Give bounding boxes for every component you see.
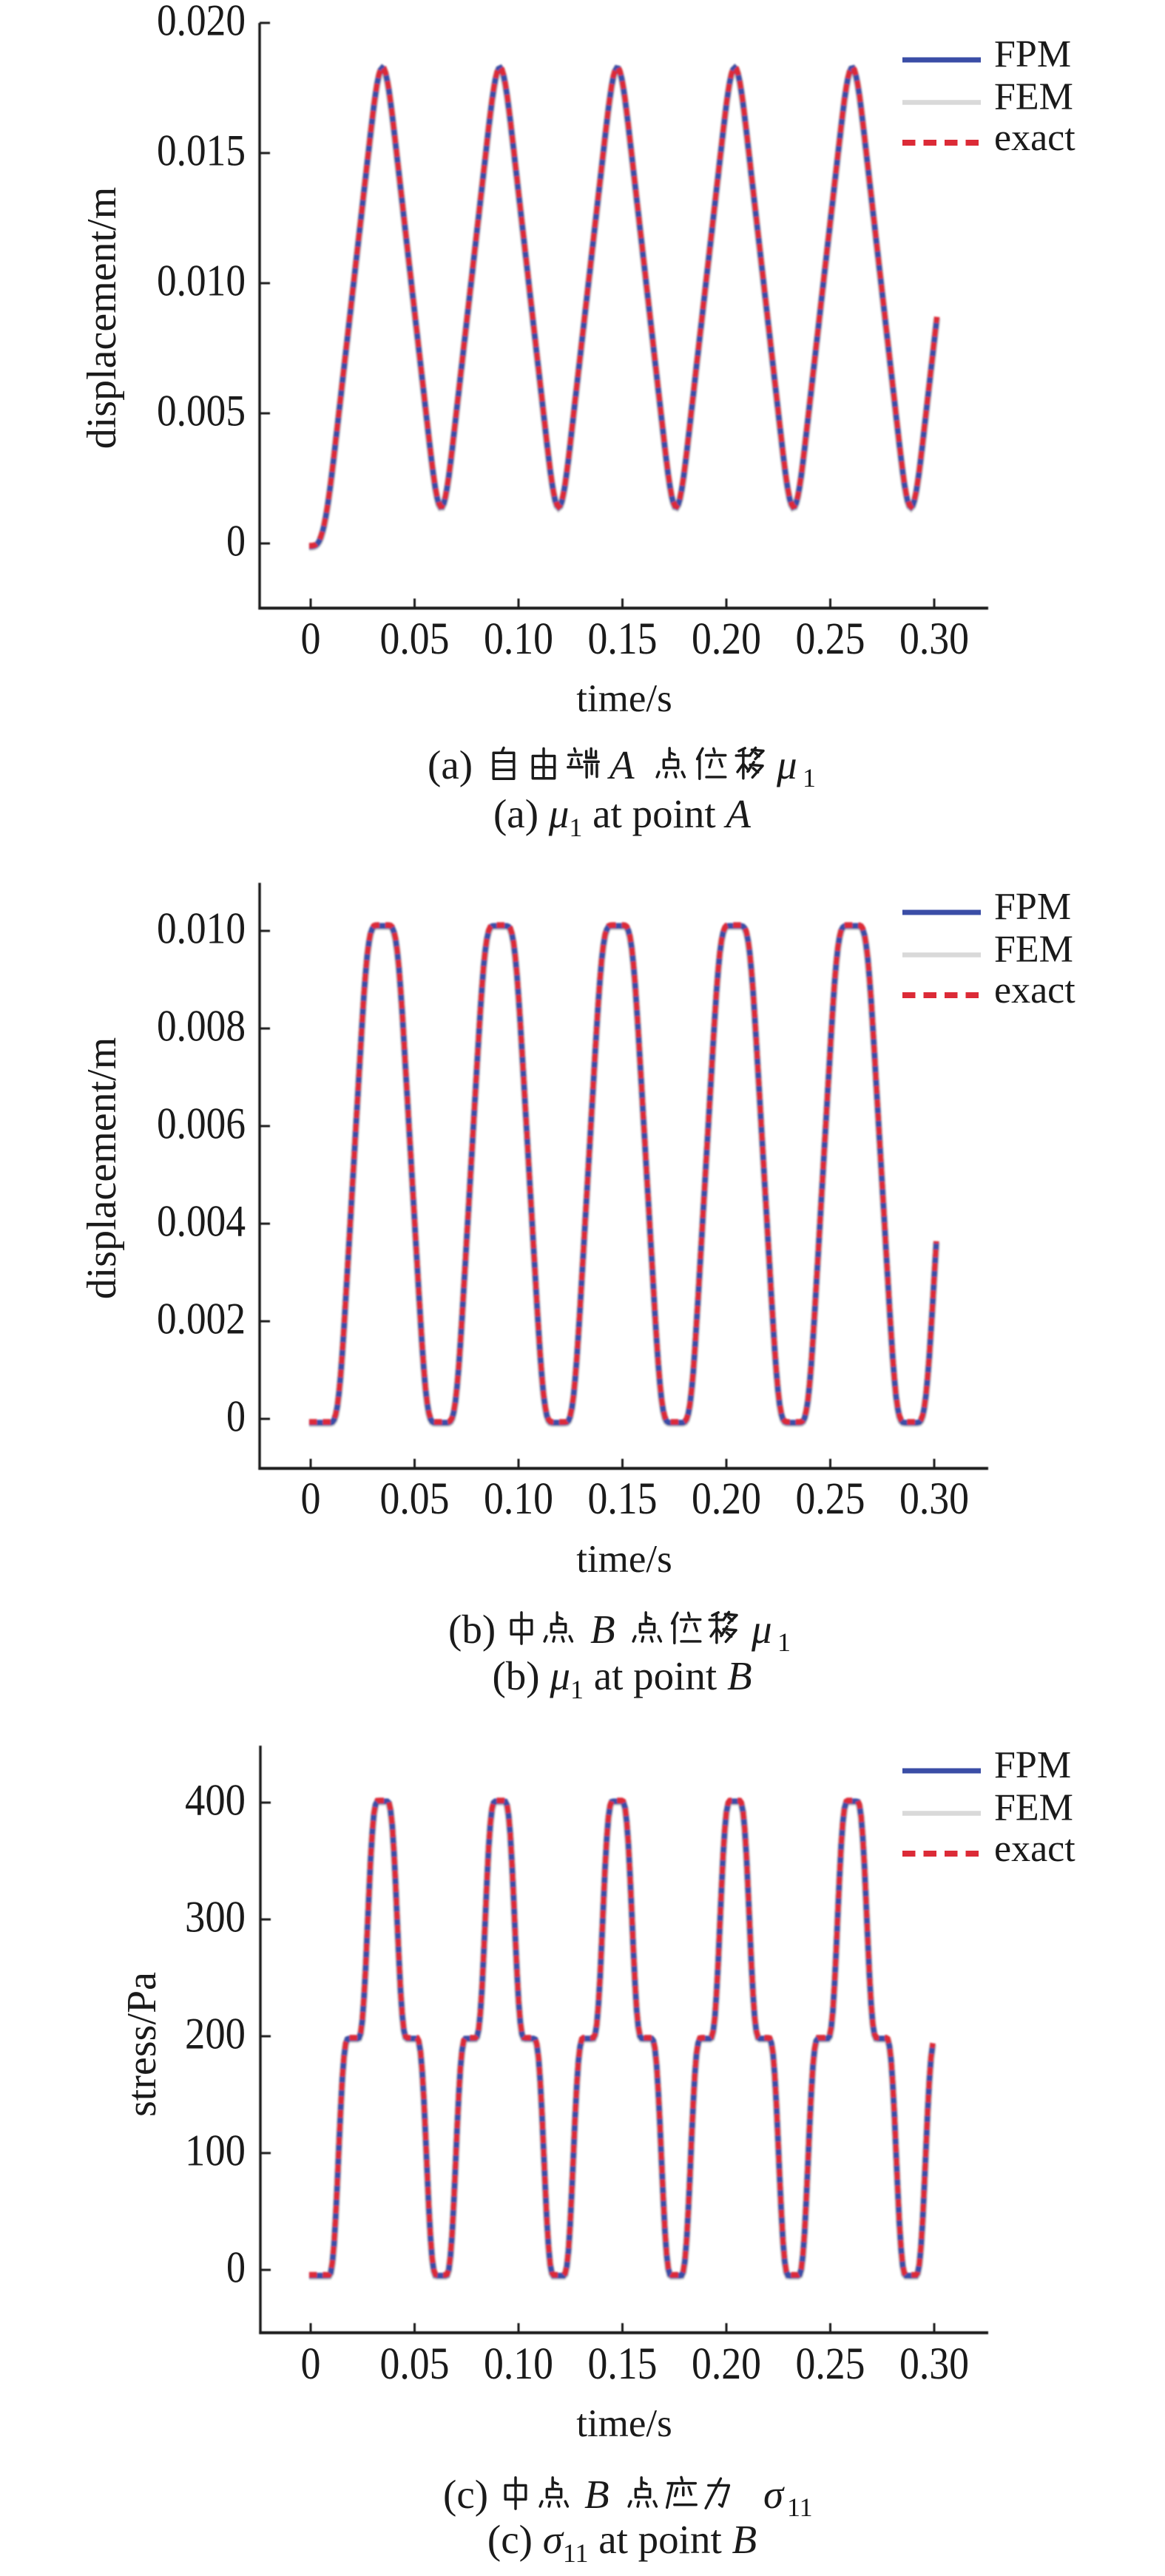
svg-text:FPM: FPM xyxy=(994,1744,1071,1786)
svg-text:0.015: 0.015 xyxy=(157,126,246,175)
svg-text:μ: μ xyxy=(751,1607,772,1652)
svg-text:FEM: FEM xyxy=(994,929,1073,971)
svg-text:0.004: 0.004 xyxy=(157,1197,246,1246)
svg-text:0.25: 0.25 xyxy=(796,614,865,664)
svg-text:0.20: 0.20 xyxy=(692,614,761,664)
svg-text:11: 11 xyxy=(787,2492,813,2522)
svg-text:0.10: 0.10 xyxy=(484,2339,553,2389)
svg-text:FPM: FPM xyxy=(994,33,1071,75)
svg-text:(b) μ1 at point B: (b) μ1 at point B xyxy=(492,1653,752,1704)
svg-text:time/s: time/s xyxy=(576,677,672,720)
svg-text:A: A xyxy=(607,742,635,787)
svg-text:μ: μ xyxy=(776,742,797,787)
svg-text:(a) μ1 at point A: (a) μ1 at point A xyxy=(493,791,751,842)
svg-text:exact: exact xyxy=(994,1828,1075,1870)
svg-text:exact: exact xyxy=(994,969,1075,1011)
svg-text:time/s: time/s xyxy=(576,1538,672,1581)
svg-text:FEM: FEM xyxy=(994,76,1073,118)
svg-text:(a): (a) xyxy=(428,742,473,787)
svg-text:0.05: 0.05 xyxy=(380,2339,450,2389)
svg-text:0.30: 0.30 xyxy=(899,1474,969,1524)
svg-text:200: 200 xyxy=(185,2010,246,2058)
svg-text:displacement/m: displacement/m xyxy=(79,187,125,450)
svg-text:(c) σ11 at point B: (c) σ11 at point B xyxy=(487,2517,757,2568)
svg-text:0.20: 0.20 xyxy=(692,1474,761,1524)
svg-text:0.15: 0.15 xyxy=(588,1474,658,1524)
svg-text:0.002: 0.002 xyxy=(157,1295,246,1343)
svg-text:100: 100 xyxy=(185,2126,246,2175)
svg-text:exact: exact xyxy=(994,117,1075,159)
svg-text:0.30: 0.30 xyxy=(899,614,969,664)
svg-text:0.15: 0.15 xyxy=(588,614,658,664)
svg-text:B: B xyxy=(590,1607,615,1652)
svg-text:displacement/m: displacement/m xyxy=(79,1037,125,1300)
svg-text:0: 0 xyxy=(226,517,246,566)
svg-text:0.15: 0.15 xyxy=(588,2339,658,2389)
svg-text:(c): (c) xyxy=(443,2472,488,2517)
svg-text:0.008: 0.008 xyxy=(157,1002,246,1051)
svg-text:300: 300 xyxy=(185,1893,246,1942)
svg-text:0.10: 0.10 xyxy=(484,1474,553,1524)
svg-text:0.010: 0.010 xyxy=(157,904,246,953)
svg-text:400: 400 xyxy=(185,1776,246,1825)
svg-text:1: 1 xyxy=(777,1627,791,1657)
svg-text:0.20: 0.20 xyxy=(692,2339,761,2389)
svg-text:0.005: 0.005 xyxy=(157,387,246,435)
svg-text:0: 0 xyxy=(226,2243,246,2292)
svg-text:0: 0 xyxy=(226,1392,246,1441)
svg-text:0: 0 xyxy=(301,1474,321,1524)
svg-text:1: 1 xyxy=(803,763,816,793)
svg-text:0.10: 0.10 xyxy=(484,614,553,664)
svg-text:time/s: time/s xyxy=(576,2402,672,2445)
svg-text:(b): (b) xyxy=(448,1607,496,1652)
svg-text:FEM: FEM xyxy=(994,1787,1073,1829)
svg-text:0.05: 0.05 xyxy=(380,614,450,664)
svg-text:σ: σ xyxy=(763,2472,785,2517)
svg-text:stress/Pa: stress/Pa xyxy=(119,1972,165,2117)
svg-text:FPM: FPM xyxy=(994,886,1071,928)
svg-text:0.020: 0.020 xyxy=(157,0,246,45)
svg-text:0.010: 0.010 xyxy=(157,257,246,305)
svg-text:0: 0 xyxy=(301,2339,321,2389)
svg-text:0: 0 xyxy=(301,614,321,664)
svg-text:0.30: 0.30 xyxy=(899,2339,969,2389)
svg-text:B: B xyxy=(584,2472,609,2517)
svg-text:0.25: 0.25 xyxy=(796,1474,865,1524)
svg-text:0.006: 0.006 xyxy=(157,1099,246,1148)
svg-text:0.05: 0.05 xyxy=(380,1474,450,1524)
svg-text:0.25: 0.25 xyxy=(796,2339,865,2389)
